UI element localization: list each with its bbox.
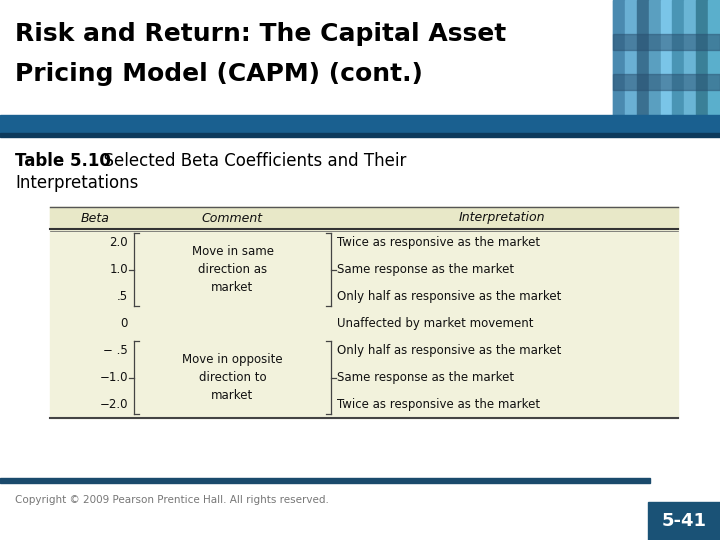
Text: Twice as responsive as the market: Twice as responsive as the market [337, 398, 540, 411]
Text: 2.0: 2.0 [109, 236, 128, 249]
Text: Move in same
direction as
market: Move in same direction as market [192, 245, 274, 294]
Bar [625, 0, 636, 115]
Bar [613, 0, 625, 115]
Text: −2.0: −2.0 [99, 398, 128, 411]
Bar [50, 207, 678, 229]
Bar [50, 207, 678, 418]
Text: 1.0: 1.0 [109, 263, 128, 276]
Text: 5-41: 5-41 [662, 512, 706, 530]
Text: Only half as responsive as the market: Only half as responsive as the market [337, 344, 562, 357]
Text: Comment: Comment [202, 212, 263, 225]
Text: Same response as the market: Same response as the market [337, 371, 514, 384]
Text: Beta: Beta [81, 212, 109, 225]
Bar [0, 115, 720, 133]
Text: .5: .5 [117, 290, 128, 303]
Text: Interpretations: Interpretations [15, 174, 138, 192]
Text: 0: 0 [121, 317, 128, 330]
Bar [696, 0, 708, 115]
Bar [0, 478, 650, 483]
Text: Only half as responsive as the market: Only half as responsive as the market [337, 290, 562, 303]
Bar [613, 74, 720, 90]
Bar [672, 0, 684, 115]
Text: Selected Beta Coefficients and Their: Selected Beta Coefficients and Their [93, 152, 406, 170]
Text: − .5: − .5 [103, 344, 128, 357]
Text: Twice as responsive as the market: Twice as responsive as the market [337, 236, 540, 249]
Bar [648, 502, 720, 540]
Text: −1.0: −1.0 [99, 371, 128, 384]
Bar [660, 0, 672, 115]
Text: Table 5.10: Table 5.10 [15, 152, 111, 170]
Bar [636, 0, 649, 115]
Bar [613, 0, 720, 115]
Bar [613, 34, 720, 50]
Bar [708, 0, 720, 115]
Bar [0, 133, 720, 137]
Text: Risk and Return: The Capital Asset: Risk and Return: The Capital Asset [15, 22, 506, 46]
Bar [649, 0, 660, 115]
Text: Copyright © 2009 Pearson Prentice Hall. All rights reserved.: Copyright © 2009 Pearson Prentice Hall. … [15, 495, 329, 505]
Text: Move in opposite
direction to
market: Move in opposite direction to market [182, 353, 283, 402]
Bar [684, 0, 696, 115]
Text: Pricing Model (CAPM) (cont.): Pricing Model (CAPM) (cont.) [15, 62, 423, 86]
Text: Interpretation: Interpretation [458, 212, 545, 225]
Text: Same response as the market: Same response as the market [337, 263, 514, 276]
Text: Unaffected by market movement: Unaffected by market movement [337, 317, 534, 330]
